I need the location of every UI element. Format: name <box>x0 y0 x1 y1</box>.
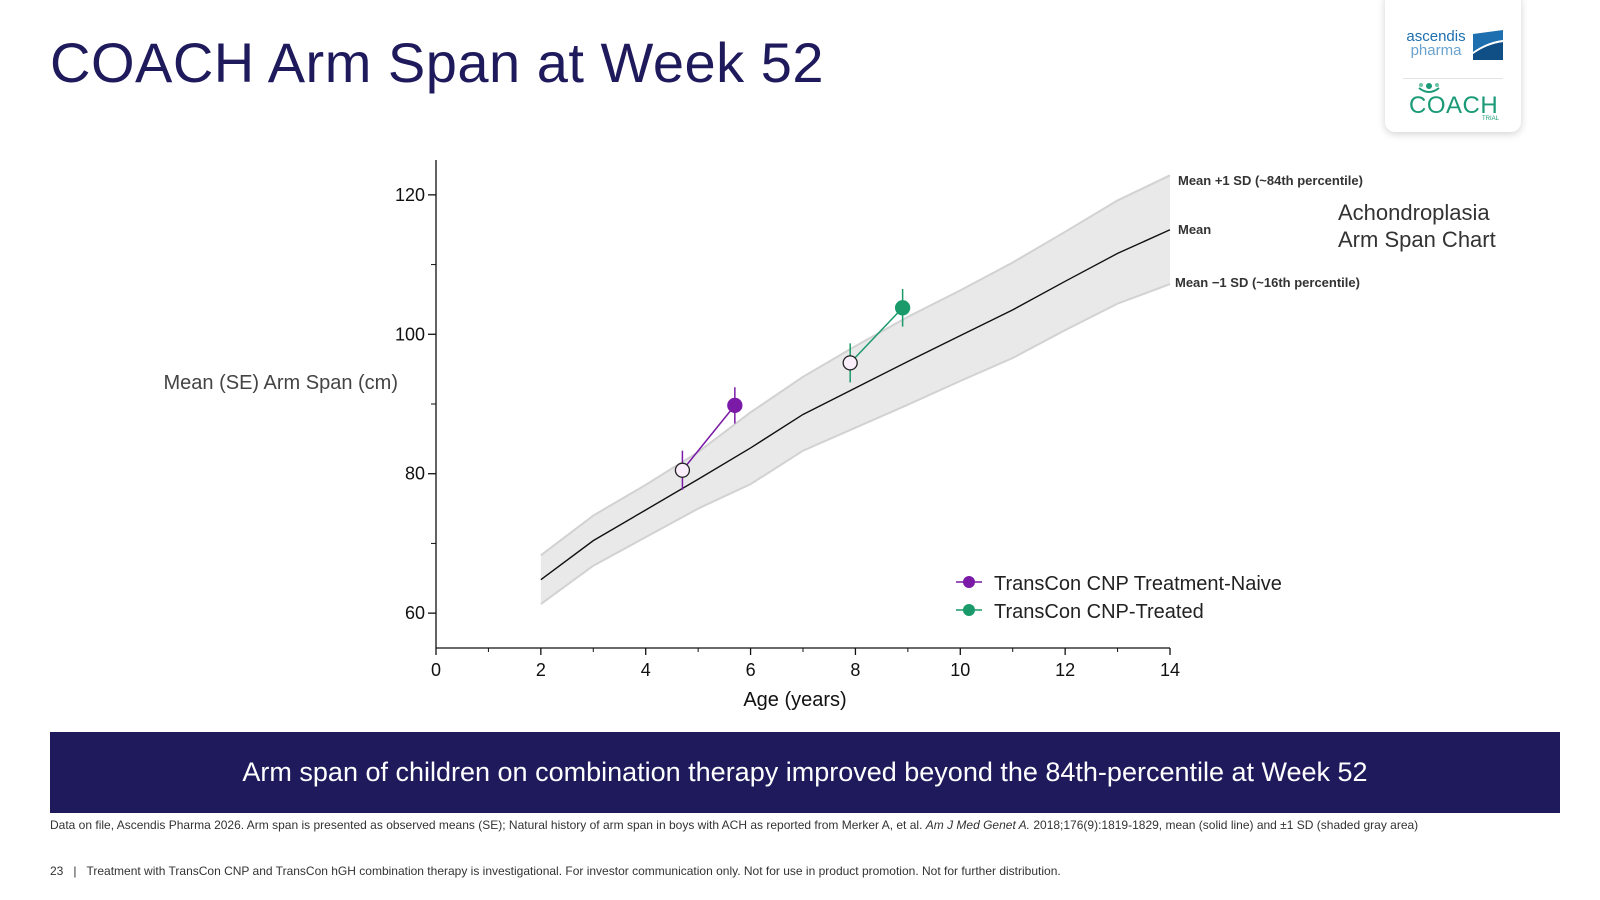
mean-line <box>540 229 1171 581</box>
key-message-banner: Arm span of children on combination ther… <box>50 732 1560 813</box>
legend: TransCon CNP Treatment-Naive TransCon CN… <box>956 573 1282 623</box>
arm-span-chart: 0 2 4 6 8 10 12 14 60 80 100 120 Mean (SE) Arm Span… <box>163 160 1496 711</box>
x-tick-label: 2 <box>536 660 546 680</box>
coach-trial-logo: COACH TRIAL <box>1409 83 1501 124</box>
x-tick-label: 0 <box>431 660 441 680</box>
y-axis-label: Mean (SE) Arm Span (cm) <box>163 372 398 394</box>
data-point-treated <box>842 355 858 371</box>
legend-item-treated: TransCon CNP-Treated <box>956 601 1204 623</box>
legend-marker-treatment-naive <box>963 576 975 588</box>
pharma-logo-text: pharma <box>1410 42 1462 59</box>
y-tick-label: 100 <box>395 324 425 344</box>
series-treated <box>842 288 911 383</box>
legend-marker-treated <box>963 604 975 616</box>
series-treatment-naive <box>674 387 743 490</box>
x-tick-label: 10 <box>950 660 970 680</box>
series-line-treated <box>849 307 904 364</box>
x-axis-label: Age (years) <box>743 689 846 711</box>
legend-label-treatment-naive: TransCon CNP Treatment-Naive <box>994 573 1282 595</box>
minus-1sd-line <box>540 283 1171 605</box>
data-point-treatment-naive <box>674 462 691 478</box>
page-footer: 23 | Treatment with TransCon CNP and Trans… <box>50 864 1061 878</box>
footnote: Data on file, Ascendis Pharma 2026. Arm … <box>50 818 1550 832</box>
ascendis-logo: ascendis pharma <box>1401 28 1505 66</box>
logo-card: ascendis pharma COACH TRIAL <box>1385 0 1521 132</box>
y-tick-label: 60 <box>405 603 425 623</box>
legend-label-treated: TransCon CNP-Treated <box>994 601 1204 623</box>
x-tick-label: 12 <box>1055 660 1075 680</box>
chart-title-line-2: Arm Span Chart <box>1338 227 1496 252</box>
x-tick-label: 14 <box>1160 660 1180 680</box>
minus-1sd-label: Mean −1 SD (~16th percentile) <box>1175 275 1360 290</box>
x-tick-label: 8 <box>850 660 860 680</box>
y-tick-label: 80 <box>405 464 425 484</box>
plus-1sd-line <box>540 174 1171 557</box>
x-tick-label: 4 <box>641 660 651 680</box>
coach-figure-icon <box>1418 83 1440 93</box>
banner-text: Arm span of children on combination ther… <box>242 757 1368 787</box>
series-line-treatment-naive <box>681 404 736 471</box>
mean-label: Mean <box>1178 222 1211 237</box>
y-tick-label: 120 <box>395 185 425 205</box>
logo-divider <box>1403 78 1503 79</box>
page-title: COACH Arm Span at Week 52 <box>50 31 824 94</box>
data-point-treated <box>894 300 911 316</box>
legend-item-treatment-naive: TransCon CNP Treatment-Naive <box>956 573 1282 595</box>
footer-separator: | <box>73 864 77 878</box>
data-point-treatment-naive <box>727 397 743 414</box>
footnote-text: Data on file, Ascendis Pharma 2026. Arm … <box>50 818 926 832</box>
disclaimer-text: Treatment with TransCon CNP and TransCon… <box>86 864 1061 878</box>
chart-title-line-1: Achondroplasia <box>1338 200 1490 225</box>
footnote-journal: Am J Med Genet A. <box>925 818 1031 832</box>
coach-logo-text: COACH <box>1409 92 1499 119</box>
ascendis-mark-icon <box>1473 30 1503 60</box>
footnote-citation: 2018;176(9):1819-1829, mean (solid line)… <box>1030 818 1419 832</box>
trial-logo-text: TRIAL <box>1481 116 1499 122</box>
page-number: 23 <box>50 864 64 878</box>
ascendis-logo-text: ascendis <box>1406 28 1466 45</box>
sd-band <box>540 175 1170 605</box>
plus-1sd-label: Mean +1 SD (~84th percentile) <box>1178 173 1363 188</box>
x-tick-label: 6 <box>746 660 756 680</box>
